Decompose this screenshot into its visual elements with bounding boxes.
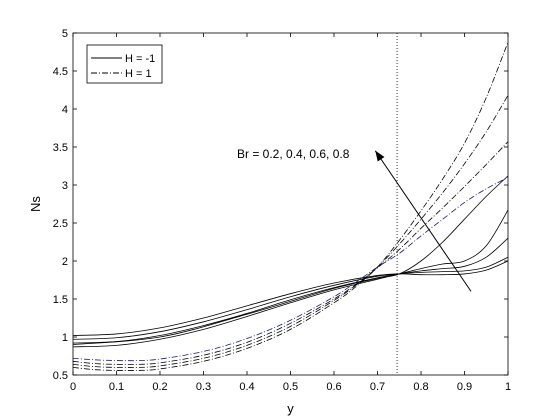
x-tick-label: 0.2: [152, 381, 167, 393]
x-tick-label: 0.3: [196, 381, 211, 393]
x-tick-label: 1: [505, 381, 511, 393]
plot-area: [73, 33, 508, 375]
series-line-h-1-5: [72, 41, 509, 371]
y-axis-title: Ns: [28, 196, 43, 212]
y-tick-label: 3: [62, 180, 68, 192]
series-line-h-minus-1-1: [72, 237, 509, 344]
y-tick-label: 1: [62, 332, 68, 344]
series-line-h-minus-1-0: [72, 209, 509, 348]
series-line-h-minus-1-3: [72, 260, 509, 336]
x-tick-label: 0.9: [457, 381, 472, 393]
series-line-h-1-6: [72, 95, 509, 368]
y-tick-label: 0.5: [53, 370, 68, 382]
annotation-arrow-head: [375, 150, 385, 162]
y-tick-label: 2: [62, 256, 68, 268]
series-line-h-1-8: [72, 177, 509, 362]
x-axis: 0 0.1 0.2 0.3 0.4 0.5 0.6 0.7 0.8 0.9 1: [70, 33, 511, 393]
series-line-h-1-7: [72, 141, 509, 365]
legend-label-h-1: H = 1: [125, 68, 152, 80]
x-tick-label: 0.8: [413, 381, 428, 393]
x-tick-label: 0.7: [370, 381, 385, 393]
legend-box: [86, 44, 163, 84]
series-line-h-minus-1-2: [72, 256, 509, 340]
y-tick-label: 5: [62, 28, 68, 40]
series-line-h-minus-1-4: [72, 175, 509, 345]
annotation-arrow-shaft: [374, 150, 472, 292]
y-tick-label: 4: [62, 104, 68, 116]
x-tick-label: 0.5: [283, 381, 298, 393]
y-tick-label: 1.5: [53, 294, 68, 306]
series-layer: [72, 41, 509, 371]
legend: H = -1 H = 1: [86, 44, 163, 84]
x-tick-label: 0.6: [326, 381, 341, 393]
legend-label-h-minus-1: H = -1: [125, 53, 155, 65]
y-axis: 0.5 1 1.5 2 2.5 3 3.5 4 4.5 5: [53, 28, 508, 382]
y-tick-label: 3.5: [53, 142, 68, 154]
x-axis-title: y: [287, 401, 294, 416]
annotation-arrow: [374, 150, 472, 292]
x-tick-label: 0.4: [239, 381, 254, 393]
y-tick-label: 2.5: [53, 218, 68, 230]
x-tick-label: 0: [70, 381, 76, 393]
x-tick-label: 0.1: [109, 381, 124, 393]
y-tick-label: 4.5: [53, 66, 68, 78]
annotation-label: Br = 0.2, 0.4, 0.6, 0.8: [237, 147, 350, 161]
